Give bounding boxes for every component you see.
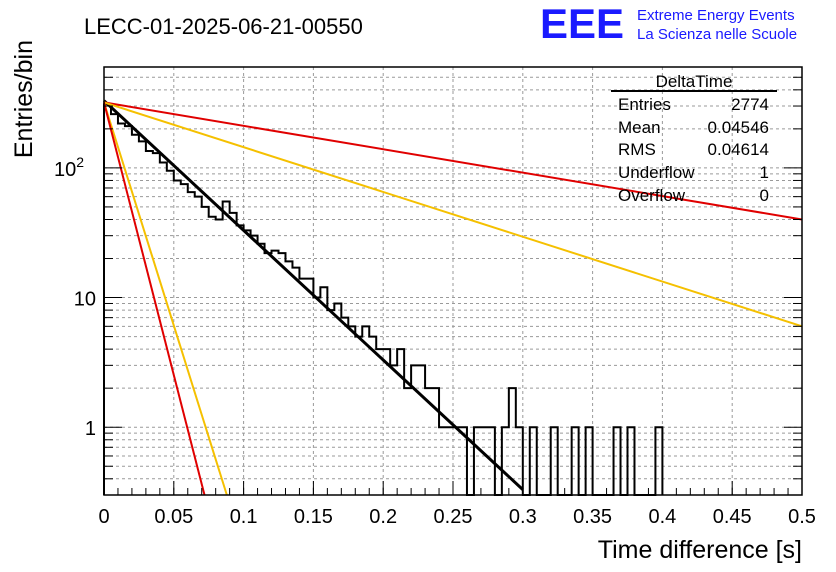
stats-value-rms: 0.04614 (708, 140, 769, 159)
histogram-bin (181, 184, 188, 495)
fit-line-3 (103, 102, 228, 496)
fit-line-0 (102, 99, 524, 491)
histogram-bin (390, 365, 397, 495)
histogram-bin (244, 230, 251, 495)
histogram-bin (397, 349, 404, 495)
histogram-bin (223, 202, 230, 495)
histogram-bin (306, 279, 313, 495)
histogram-bin (481, 427, 488, 495)
histogram-bin (376, 349, 383, 495)
histogram-bin (551, 427, 558, 495)
histogram-outline (103, 103, 664, 496)
histogram-bin (362, 326, 369, 495)
histogram-bin (272, 251, 279, 495)
histogram-bin (299, 279, 306, 495)
axis-ticks: 0 0.05 0.1 0.15 0.2 0.25 0.3 0.35 0.4 0.45 0.51101… (54, 66, 816, 528)
page-title: LECC-01-2025-06-21-00550 (84, 14, 363, 39)
stats-value-entries: 2774 (731, 95, 769, 114)
logo-line2: La Scienza nelle Scuole (637, 26, 797, 43)
histogram-bin (153, 153, 160, 495)
stats-label-rms: RMS (618, 140, 656, 159)
x-tick-label: 0.45 (713, 506, 752, 528)
stats-label-mean: Mean (618, 118, 661, 137)
plot-frame (103, 66, 803, 496)
x-tick-label: 0.3 (509, 506, 537, 528)
stats-label-entries: Entries (618, 95, 671, 114)
stats-value-overflow: 0 (760, 186, 769, 205)
histogram-bin (292, 268, 299, 495)
histogram-bin (146, 151, 153, 495)
fit-line-1 (103, 101, 803, 221)
histogram-bin (132, 135, 139, 495)
histogram-bin (628, 427, 635, 495)
histogram-bin (111, 114, 118, 495)
x-tick-label: 0.2 (369, 506, 397, 528)
x-tick-label: 0.4 (648, 506, 676, 528)
histogram-bin (320, 287, 327, 495)
logo-mark: EEE (540, 0, 624, 47)
histogram-bin (202, 207, 209, 495)
stats-title: DeltaTime (656, 72, 733, 91)
fit-line-2 (103, 101, 803, 328)
histogram-bin (265, 253, 272, 495)
histogram-bin (279, 253, 286, 495)
stats-value-mean: 0.04546 (708, 118, 769, 137)
x-tick-label: 0.25 (434, 506, 473, 528)
histogram-bin (230, 213, 237, 495)
histogram-bin (369, 337, 376, 495)
x-tick-label: 0.1 (230, 506, 258, 528)
histogram-bin (439, 427, 446, 495)
grid-lines (103, 66, 803, 496)
histogram-bin (655, 427, 662, 495)
histogram-bin (474, 427, 481, 495)
histogram-bin (258, 244, 265, 495)
y-tick-label: 1 (85, 418, 96, 440)
stats-box: DeltaTime Entries 2774 Mean 0.04546 RMS … (611, 72, 777, 205)
histogram-bin (195, 197, 202, 495)
histogram-bin (502, 427, 509, 495)
histogram-bin (313, 298, 320, 495)
histogram-bin (446, 427, 453, 495)
y-tick-label: 10 (74, 289, 96, 311)
histogram-bin (104, 104, 111, 495)
x-tick-label: 0.5 (788, 506, 816, 528)
histogram-bin (348, 326, 355, 495)
stats-label-underflow: Underflow (618, 163, 695, 182)
histogram-bin (383, 349, 390, 495)
histogram-bin (572, 427, 579, 495)
x-tick-label: 0 (98, 506, 109, 528)
fit-curves (102, 99, 803, 496)
histogram-bin (285, 261, 292, 495)
histogram-bin (411, 365, 418, 495)
stats-value-underflow: 1 (760, 163, 769, 182)
x-axis-label: Time difference [s] (598, 536, 802, 564)
histogram-bin (355, 337, 362, 495)
y-tick-label: 102 (54, 154, 84, 181)
histogram-bin (139, 141, 146, 495)
x-tick-label: 0.35 (573, 506, 612, 528)
x-tick-label: 0.05 (154, 506, 193, 528)
fit-line-4 (103, 102, 206, 496)
histogram-bin (216, 219, 223, 495)
histogram-bin (341, 318, 348, 495)
y-axis-label: Entries/bin (10, 40, 38, 158)
histogram-bin (237, 225, 244, 495)
histogram-bin (614, 427, 621, 495)
histogram (103, 103, 664, 496)
stats-label-overflow: Overflow (618, 186, 686, 205)
histogram-bin (160, 163, 167, 495)
x-tick-label: 0.15 (294, 506, 333, 528)
logo-line1: Extreme Energy Events (637, 7, 795, 24)
histogram-bin (453, 427, 460, 495)
histogram-bin (586, 427, 593, 495)
histogram-bin (530, 427, 537, 495)
eee-logo: EEE Extreme Energy Events La Scienza nel… (540, 0, 797, 47)
histogram-bin (327, 310, 334, 495)
histogram-bin (418, 365, 425, 495)
